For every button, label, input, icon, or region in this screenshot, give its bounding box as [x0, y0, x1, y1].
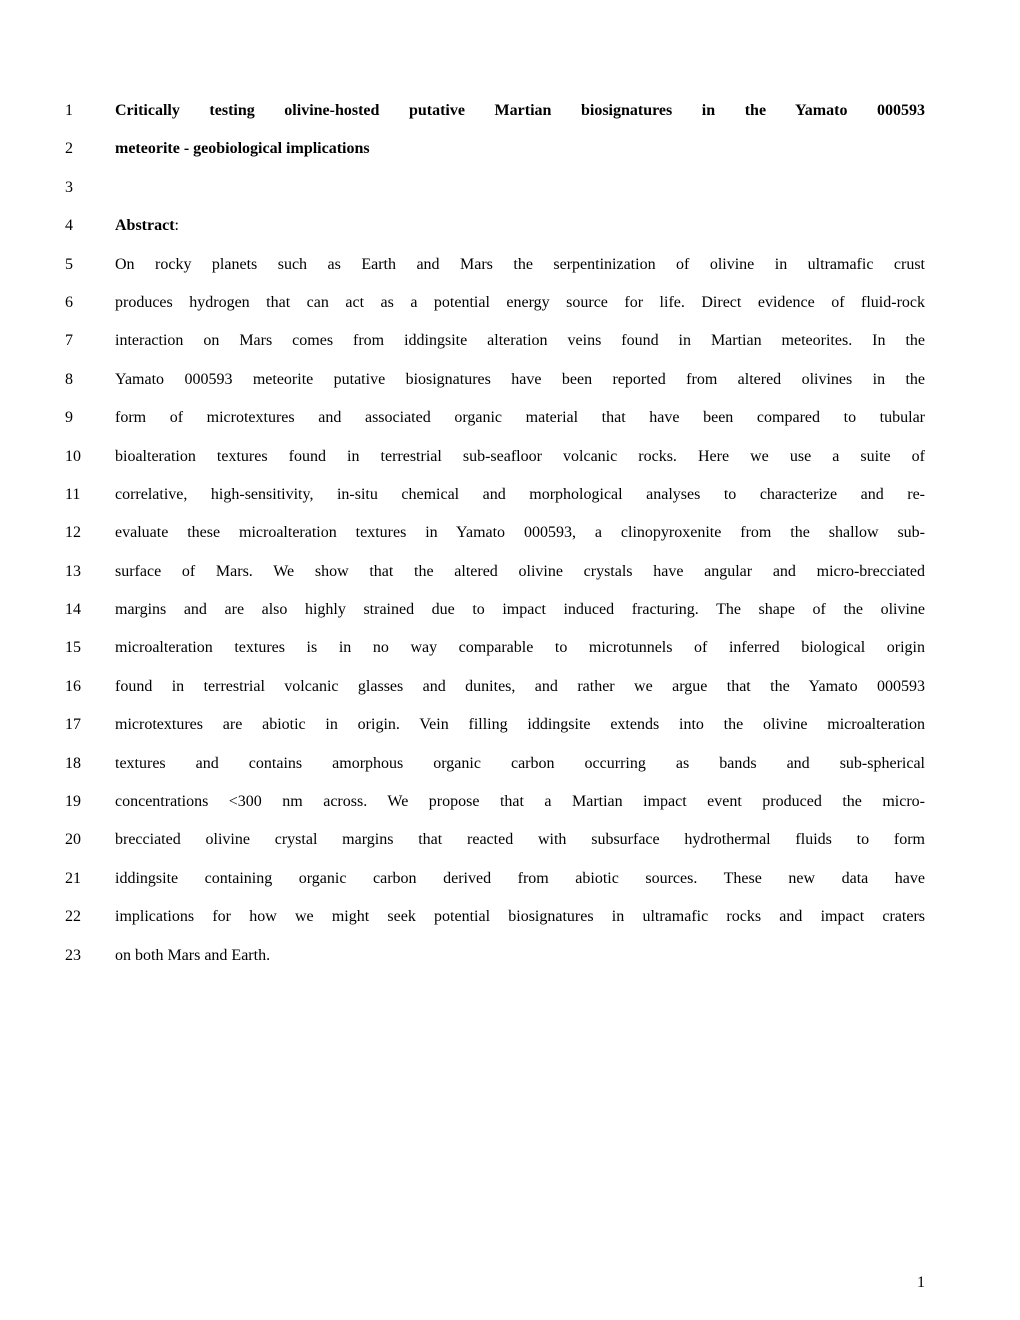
line-number: 1	[60, 102, 115, 120]
manuscript-line: 23on both Mars and Earth.	[60, 945, 925, 967]
manuscript-line: 5On rocky planets such as Earth and Mars…	[60, 254, 925, 276]
line-number: 11	[60, 486, 115, 504]
manuscript-line: 6produces hydrogen that can act as a pot…	[60, 292, 925, 314]
manuscript-line: 16found in terrestrial volcanic glasses …	[60, 676, 925, 698]
line-number: 8	[60, 371, 115, 389]
line-number: 20	[60, 831, 115, 849]
line-number: 19	[60, 793, 115, 811]
line-number: 16	[60, 678, 115, 696]
abstract-label: Abstract	[115, 217, 175, 234]
line-text: brecciated olivine crystal margins that …	[115, 829, 925, 851]
manuscript-line: 3	[60, 177, 925, 199]
line-text: produces hydrogen that can act as a pote…	[115, 292, 925, 314]
line-number: 6	[60, 294, 115, 312]
line-text: Abstract:	[115, 215, 925, 237]
manuscript-line: 20brecciated olivine crystal margins tha…	[60, 829, 925, 851]
line-number: 13	[60, 563, 115, 581]
line-text: on both Mars and Earth.	[115, 945, 925, 967]
manuscript-line: 11correlative, high-sensitivity, in-situ…	[60, 484, 925, 506]
line-number: 2	[60, 140, 115, 158]
line-text: textures and contains amorphous organic …	[115, 753, 925, 775]
page-number: 1	[917, 1274, 925, 1292]
manuscript-line: 2meteorite - geobiological implications	[60, 138, 925, 160]
line-text	[115, 177, 925, 199]
line-text: concentrations <300 nm across. We propos…	[115, 791, 925, 813]
line-number: 12	[60, 524, 115, 542]
line-number: 22	[60, 908, 115, 926]
manuscript-line: 12evaluate these microalteration texture…	[60, 522, 925, 544]
manuscript-line: 14margins and are also highly strained d…	[60, 599, 925, 621]
line-text: Yamato 000593 meteorite putative biosign…	[115, 369, 925, 391]
line-number: 7	[60, 332, 115, 350]
line-number: 5	[60, 256, 115, 274]
line-number: 21	[60, 870, 115, 888]
line-text: microtextures are abiotic in origin. Vei…	[115, 714, 925, 736]
manuscript-line: 17microtextures are abiotic in origin. V…	[60, 714, 925, 736]
line-text: implications for how we might seek poten…	[115, 906, 925, 928]
line-number: 15	[60, 639, 115, 657]
line-number: 10	[60, 448, 115, 466]
manuscript-line: 21iddingsite containing organic carbon d…	[60, 868, 925, 890]
line-number: 18	[60, 755, 115, 773]
line-text: microalteration textures is in no way co…	[115, 637, 925, 659]
line-text: correlative, high-sensitivity, in-situ c…	[115, 484, 925, 506]
manuscript-line: 13surface of Mars. We show that the alte…	[60, 561, 925, 583]
manuscript-line: 1Critically testing olivine-hosted putat…	[60, 100, 925, 122]
manuscript-line: 10bioalteration textures found in terres…	[60, 446, 925, 468]
line-number: 23	[60, 947, 115, 965]
manuscript-line: 8Yamato 000593 meteorite putative biosig…	[60, 369, 925, 391]
manuscript-page: 1Critically testing olivine-hosted putat…	[60, 100, 925, 967]
manuscript-line: 7interaction on Mars comes from iddingsi…	[60, 330, 925, 352]
line-text: iddingsite containing organic carbon der…	[115, 868, 925, 890]
line-number: 4	[60, 217, 115, 235]
line-number: 17	[60, 716, 115, 734]
line-text: found in terrestrial volcanic glasses an…	[115, 676, 925, 698]
manuscript-line: 18textures and contains amorphous organi…	[60, 753, 925, 775]
line-text: On rocky planets such as Earth and Mars …	[115, 254, 925, 276]
line-text: meteorite - geobiological implications	[115, 138, 925, 160]
line-text: surface of Mars. We show that the altere…	[115, 561, 925, 583]
line-text: evaluate these microalteration textures …	[115, 522, 925, 544]
line-text: interaction on Mars comes from iddingsit…	[115, 330, 925, 352]
manuscript-line: 19concentrations <300 nm across. We prop…	[60, 791, 925, 813]
manuscript-line: 4Abstract:	[60, 215, 925, 237]
line-text: margins and are also highly strained due…	[115, 599, 925, 621]
manuscript-line: 15microalteration textures is in no way …	[60, 637, 925, 659]
manuscript-line: 9form of microtextures and associated or…	[60, 407, 925, 429]
line-text: form of microtextures and associated org…	[115, 407, 925, 429]
line-text: Critically testing olivine-hosted putati…	[115, 100, 925, 122]
abstract-colon: :	[175, 217, 179, 234]
line-number: 9	[60, 409, 115, 427]
line-text: bioalteration textures found in terrestr…	[115, 446, 925, 468]
line-number: 3	[60, 179, 115, 197]
line-number: 14	[60, 601, 115, 619]
manuscript-line: 22implications for how we might seek pot…	[60, 906, 925, 928]
